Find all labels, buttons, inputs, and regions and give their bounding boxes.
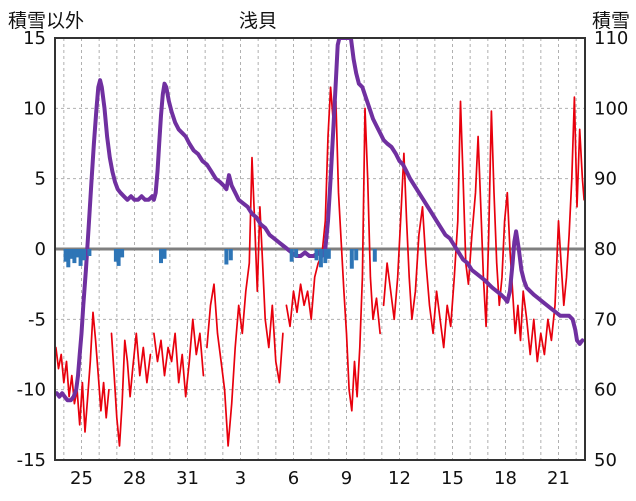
precip-bar bbox=[116, 249, 121, 266]
precip-bar bbox=[78, 249, 83, 266]
series-red-line bbox=[55, 86, 585, 447]
left-axis-tick: -15 bbox=[17, 450, 46, 471]
precip-bar bbox=[224, 249, 229, 265]
chart-title: 浅貝 bbox=[238, 10, 278, 32]
left-axis-title: 積雪以外 bbox=[8, 10, 85, 32]
x-axis-tick: 9 bbox=[341, 468, 352, 489]
series-purple-line bbox=[55, 38, 585, 403]
x-axis-tick: 3 bbox=[235, 468, 246, 489]
right-axis-tick: 70 bbox=[594, 309, 617, 330]
right-axis-tick: 110 bbox=[594, 28, 628, 49]
left-axis-tick: -5 bbox=[28, 309, 46, 330]
left-axis-tick: 0 bbox=[35, 239, 46, 260]
precip-bar bbox=[82, 249, 87, 261]
left-axis-tick: -10 bbox=[17, 380, 46, 401]
precip-bar bbox=[63, 249, 68, 262]
left-axis-tick: 5 bbox=[35, 169, 46, 190]
plot-border bbox=[54, 37, 586, 461]
x-axis-tick: 21 bbox=[547, 468, 570, 489]
right-axis-tick: 60 bbox=[594, 380, 617, 401]
precip-bar bbox=[162, 249, 167, 259]
precip-bar bbox=[72, 249, 77, 264]
precip-bar bbox=[326, 249, 331, 259]
precip-bar bbox=[314, 249, 319, 261]
left-axis-tick: 15 bbox=[23, 28, 46, 49]
x-axis-tick: 6 bbox=[288, 468, 299, 489]
right-axis-tick: 90 bbox=[594, 169, 617, 190]
x-axis-tick: 12 bbox=[388, 468, 411, 489]
right-axis-tick: 80 bbox=[594, 239, 617, 260]
precip-bar bbox=[349, 249, 354, 269]
right-axis-tick: 100 bbox=[594, 98, 628, 119]
x-axis-tick: 25 bbox=[70, 468, 93, 489]
precip-bar bbox=[323, 249, 328, 264]
left-axis-tick: 10 bbox=[23, 98, 46, 119]
precip-bars bbox=[63, 249, 377, 269]
x-axis-tick: 18 bbox=[494, 468, 517, 489]
right-axis-tick: 50 bbox=[594, 450, 617, 471]
precip-bar bbox=[66, 249, 71, 268]
precip-bar bbox=[354, 249, 359, 261]
precip-bar bbox=[68, 249, 73, 259]
precip-bar bbox=[228, 249, 233, 261]
x-axis-tick: 28 bbox=[123, 468, 146, 489]
precip-bar bbox=[76, 249, 80, 258]
x-axis-tick: 15 bbox=[441, 468, 464, 489]
right-axis-title: 積雪 bbox=[591, 10, 630, 32]
x-axis-tick: 31 bbox=[176, 468, 199, 489]
series-group bbox=[55, 38, 585, 447]
precip-bar bbox=[294, 249, 299, 258]
precip-bar bbox=[159, 249, 163, 264]
precip-bar bbox=[372, 249, 377, 262]
precip-bar bbox=[120, 249, 125, 258]
precip-bar bbox=[289, 249, 294, 262]
precip-bar bbox=[113, 249, 118, 262]
precip-bar bbox=[318, 249, 323, 268]
precip-bar bbox=[87, 249, 92, 256]
